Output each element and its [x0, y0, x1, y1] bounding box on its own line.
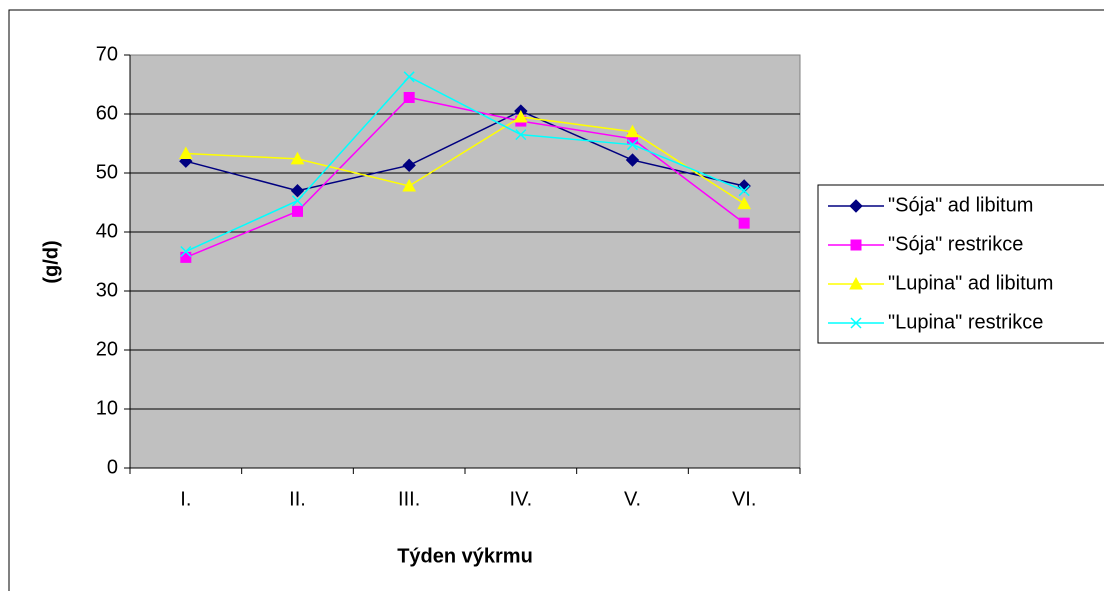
- series-line: [185, 110, 745, 192]
- marker: [737, 196, 752, 210]
- legend-label: "Sója" restrikce: [888, 233, 1023, 255]
- y-tick-label: 60: [96, 102, 118, 124]
- marker: [850, 317, 862, 329]
- marker: [849, 199, 863, 213]
- marker: [180, 245, 192, 258]
- legend-label: "Lupina" restrikce: [888, 311, 1043, 333]
- marker: [626, 139, 639, 151]
- legend-label: "Sója" ad libitum: [888, 194, 1033, 216]
- marker: [738, 185, 750, 197]
- y-tick-label: 70: [96, 43, 118, 65]
- x-tick-label: II.: [289, 488, 306, 510]
- x-tick-label: V.: [624, 488, 641, 510]
- marker: [850, 239, 862, 251]
- y-tick-label: 10: [96, 397, 118, 419]
- legend-label: "Lupina" ad libitum: [888, 272, 1053, 294]
- legend: [817, 184, 1104, 344]
- x-tick-label: III.: [398, 488, 420, 510]
- y-tick-label: 30: [96, 279, 118, 301]
- plot-area: [129, 54, 801, 469]
- marker: [625, 124, 640, 138]
- marker: [513, 109, 528, 123]
- marker: [292, 205, 303, 217]
- x-axis-title: Týden výkrmu: [397, 545, 533, 567]
- marker: [625, 153, 640, 167]
- y-tick-label: 0: [107, 456, 118, 478]
- series-line: [185, 75, 745, 253]
- x-tick-label: VI.: [732, 488, 756, 510]
- x-tick-label: IV.: [510, 488, 533, 510]
- y-tick-label: 40: [96, 220, 118, 242]
- marker: [738, 217, 750, 229]
- y-tick-label: 20: [96, 338, 118, 360]
- marker: [402, 178, 417, 192]
- marker: [180, 251, 192, 263]
- marker: [403, 91, 415, 103]
- marker: [403, 71, 415, 83]
- marker: [402, 158, 416, 173]
- marker: [290, 183, 305, 198]
- marker: [290, 151, 305, 165]
- marker: [291, 195, 304, 207]
- y-tick-label: 50: [96, 161, 118, 183]
- marker: [849, 276, 863, 290]
- x-tick-label: I.: [180, 488, 191, 510]
- marker: [515, 129, 527, 141]
- marker: [178, 146, 193, 160]
- y-axis-title: (g/d): [40, 240, 62, 283]
- series-line: [185, 116, 745, 205]
